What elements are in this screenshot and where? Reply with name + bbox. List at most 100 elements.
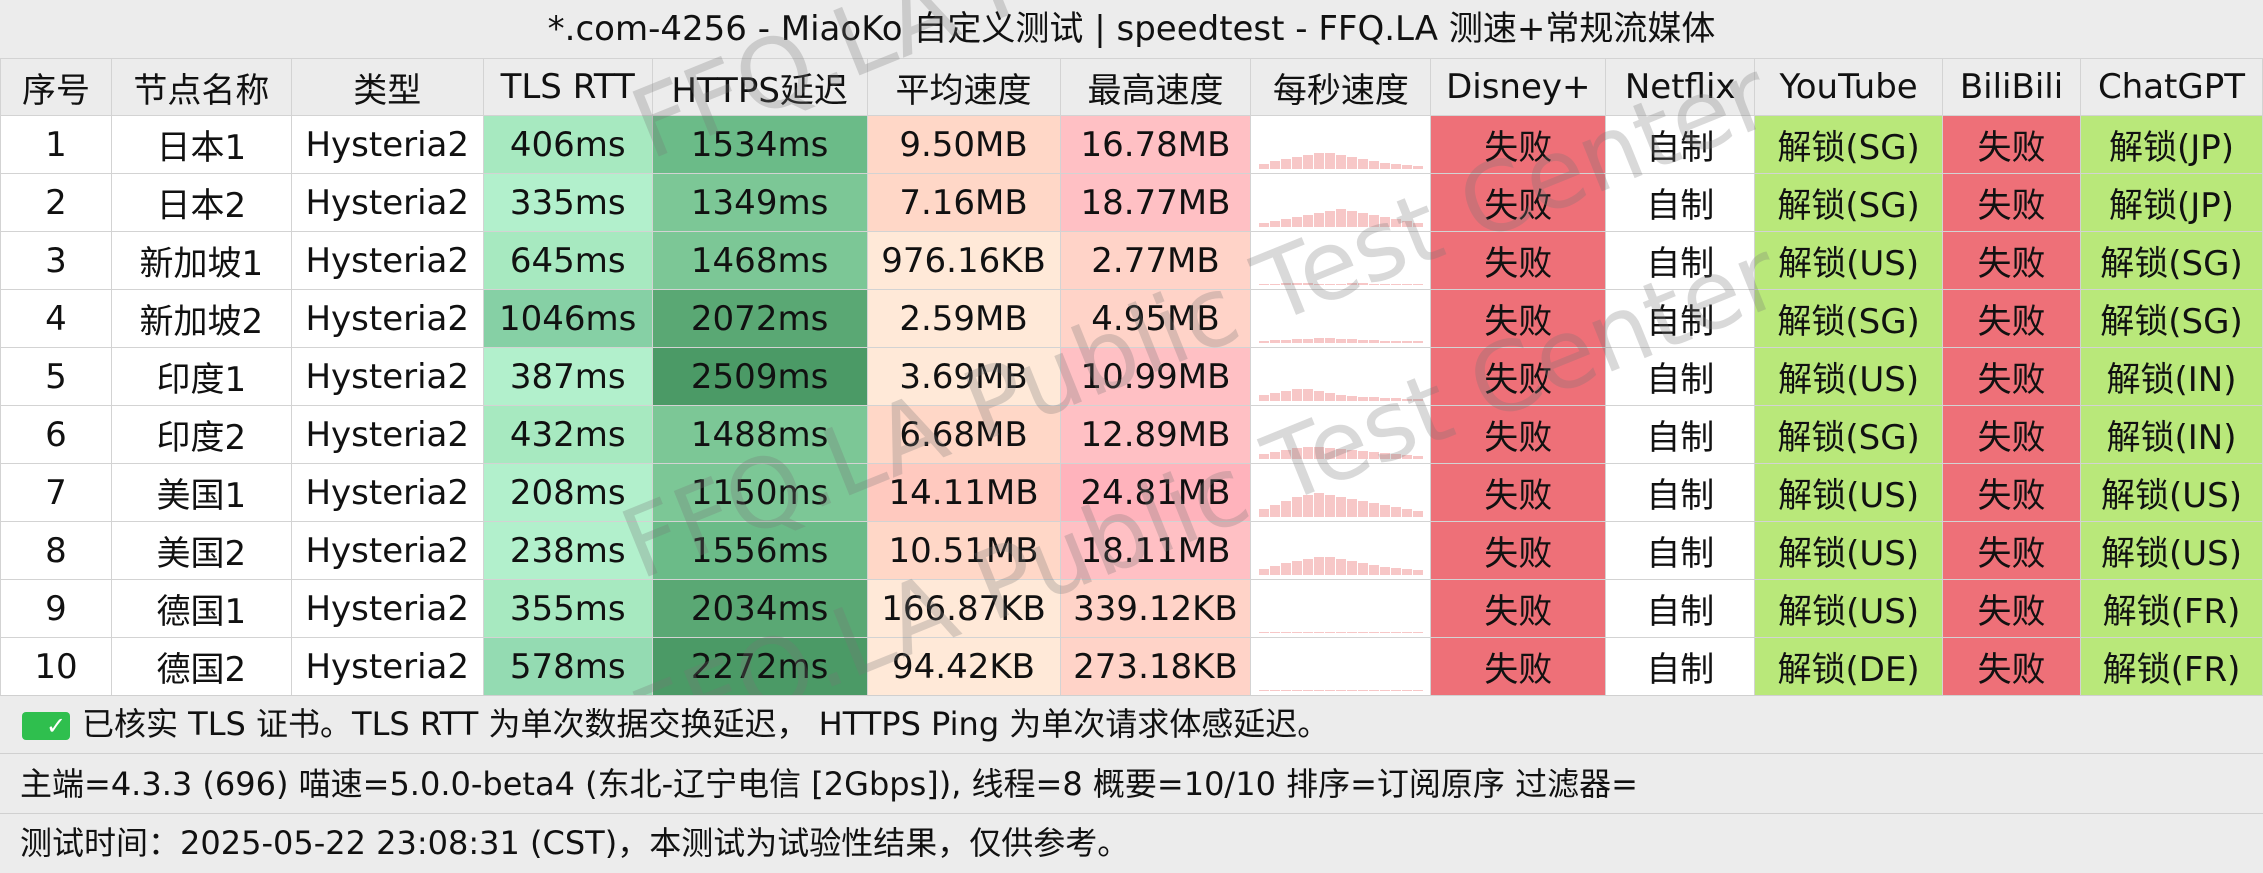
cell-netflix: 自制 — [1605, 173, 1756, 232]
sparkline-bar — [1336, 339, 1347, 343]
cell-avg: 166.87KB — [866, 579, 1061, 638]
sparkline-bar — [1292, 389, 1303, 401]
sparkline-bar — [1358, 213, 1369, 227]
sparkline-bars — [1259, 245, 1424, 285]
cell-bili: 失败 — [1942, 231, 2081, 290]
sparkline-bar — [1413, 632, 1424, 633]
cell-netflix: 自制 — [1605, 347, 1756, 406]
column-header: 节点名称 — [110, 58, 292, 116]
cell-youtube: 解锁(DE) — [1754, 637, 1944, 696]
sparkline-bar — [1314, 213, 1325, 227]
sparkline-bar — [1413, 223, 1424, 227]
sparkline-bar — [1358, 159, 1369, 169]
sparkline-bar — [1303, 155, 1314, 169]
table-row: 2 日本2 Hysteria2 335ms 1349ms 7.16MB 18.77MB 失败自… — [0, 173, 2263, 232]
cell-netflix: 自制 — [1605, 231, 1756, 290]
sparkline-bar — [1292, 448, 1303, 459]
sparkline-bar — [1380, 163, 1391, 169]
sparkline-bar — [1413, 456, 1424, 459]
sparkline-bar — [1303, 632, 1314, 633]
sparkline-bar — [1336, 155, 1347, 169]
sparkline-bar — [1369, 284, 1380, 285]
cell-max: 339.12KB — [1059, 579, 1252, 638]
sparkline-bars — [1259, 651, 1424, 691]
cell-name: 印度2 — [110, 405, 292, 464]
sparkline-bar — [1303, 339, 1314, 343]
sparkline-bar — [1336, 559, 1347, 575]
sparkline-bar — [1292, 561, 1303, 575]
cell-netflix: 自制 — [1605, 579, 1756, 638]
sparkline-bar — [1369, 565, 1380, 575]
sparkline-bar — [1391, 284, 1402, 285]
sparkline-bar — [1413, 511, 1424, 517]
cell-youtube: 解锁(US) — [1754, 231, 1944, 290]
sparkline-bar — [1292, 690, 1303, 691]
table-row: 8 美国2 Hysteria2 238ms 1556ms 10.51MB 18.11MB 失败… — [0, 521, 2263, 580]
sparkline-bar — [1281, 501, 1292, 517]
cell-youtube: 解锁(SG) — [1754, 289, 1944, 348]
cell-youtube: 解锁(SG) — [1754, 405, 1944, 464]
cell-no: 9 — [0, 579, 112, 638]
results-table: 序号 节点名称 类型 TLS RTT HTTPS延迟 平均速度 最高速度 每秒速度 Disney… — [0, 58, 2263, 696]
cell-disney: 失败 — [1430, 521, 1607, 580]
sparkline-bar — [1281, 632, 1292, 633]
cell-tls: 1046ms — [482, 289, 653, 348]
cell-max: 273.18KB — [1059, 637, 1252, 696]
sparkline-bar — [1380, 567, 1391, 575]
sparkline-bar — [1336, 690, 1347, 691]
sparkline-bar — [1325, 690, 1336, 691]
sparkline-bar — [1336, 632, 1347, 633]
sparkline-bar — [1380, 217, 1391, 227]
sparkline-bar — [1336, 395, 1347, 401]
cell-avg: 14.11MB — [866, 463, 1061, 522]
cell-netflix: 自制 — [1605, 405, 1756, 464]
speed-sparkline — [1250, 463, 1432, 522]
sparkline-bar — [1314, 557, 1325, 575]
cell-no: 8 — [0, 521, 112, 580]
cell-tls: 208ms — [482, 463, 653, 522]
cell-bili: 失败 — [1942, 289, 2081, 348]
sparkline-bar — [1413, 284, 1424, 285]
cell-bili: 失败 — [1942, 637, 2081, 696]
cell-disney: 失败 — [1430, 347, 1607, 406]
sparkline-bar — [1402, 455, 1413, 459]
sparkline-bar — [1391, 507, 1402, 517]
cell-avg: 2.59MB — [866, 289, 1061, 348]
sparkline-bar — [1347, 690, 1358, 691]
sparkline-bar — [1358, 283, 1369, 285]
cell-bili: 失败 — [1942, 579, 2081, 638]
sparkline-bar — [1358, 690, 1369, 691]
sparkline-bar — [1270, 632, 1281, 633]
footer-line-2: 主端=4.3.3 (696) 喵速=5.0.0-beta4 (东北-辽宁电信 [… — [20, 765, 1638, 803]
cell-bili: 失败 — [1942, 405, 2081, 464]
sparkline-bar — [1391, 164, 1402, 169]
sparkline-bar — [1325, 393, 1336, 401]
cell-max: 10.99MB — [1059, 347, 1252, 406]
cell-disney: 失败 — [1430, 405, 1607, 464]
cell-name: 美国1 — [110, 463, 292, 522]
footer-line-3: 测试时间：2025-05-22 23:08:31 (CST)，本测试为试验性结果… — [20, 824, 1130, 862]
cell-bili: 失败 — [1942, 463, 2081, 522]
cell-type: Hysteria2 — [290, 115, 484, 174]
cell-name: 日本1 — [110, 115, 292, 174]
sparkline-bar — [1391, 398, 1402, 401]
sparkline-bar — [1303, 389, 1314, 401]
sparkline-bar — [1303, 559, 1314, 575]
sparkline-bar — [1413, 690, 1424, 691]
sparkline-bar — [1281, 690, 1292, 691]
cell-avg: 7.16MB — [866, 173, 1061, 232]
sparkline-bar — [1292, 283, 1303, 285]
cell-avg: 10.51MB — [866, 521, 1061, 580]
cell-tls: 387ms — [482, 347, 653, 406]
sparkline-bar — [1325, 153, 1336, 169]
sparkline-bar — [1281, 340, 1292, 343]
column-header: 平均速度 — [866, 58, 1061, 116]
cell-youtube: 解锁(US) — [1754, 463, 1944, 522]
cell-netflix: 自制 — [1605, 521, 1756, 580]
cell-youtube: 解锁(SG) — [1754, 173, 1944, 232]
table-row: 9 德国1 Hysteria2 355ms 2034ms 166.87KB 339.12KB… — [0, 579, 2263, 638]
cell-https: 1150ms — [651, 463, 868, 522]
sparkline-bar — [1325, 338, 1336, 343]
sparkline-bar — [1358, 632, 1369, 633]
sparkline-bar — [1380, 690, 1391, 691]
